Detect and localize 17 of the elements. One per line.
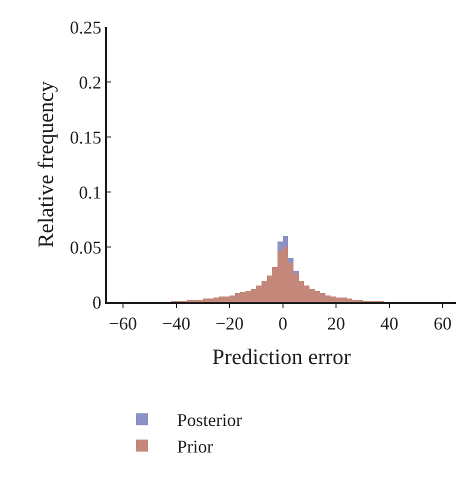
legend-label: Prior bbox=[177, 436, 214, 457]
y-tick-label: 0 bbox=[92, 292, 102, 312]
x-tick-label: −60 bbox=[108, 314, 138, 334]
x-tick-label: 0 bbox=[278, 314, 288, 334]
y-tick-label: 0.1 bbox=[78, 182, 102, 202]
x-tick-label: 20 bbox=[327, 314, 346, 334]
x-axis-title: Prediction error bbox=[212, 344, 352, 369]
legend-label: Posterior bbox=[177, 410, 242, 430]
y-tick-label: 0.2 bbox=[78, 72, 102, 92]
x-tick-label: 60 bbox=[434, 314, 452, 334]
x-tick-label: 40 bbox=[380, 314, 398, 334]
y-tick-label: 0.25 bbox=[70, 17, 102, 38]
y-tick-label: 0.05 bbox=[70, 237, 102, 258]
x-tick-label: −20 bbox=[215, 314, 244, 334]
y-axis-title: Relative frequency bbox=[33, 81, 58, 248]
x-tick-label: −40 bbox=[162, 314, 190, 334]
y-tick-label: 0.15 bbox=[70, 127, 102, 148]
